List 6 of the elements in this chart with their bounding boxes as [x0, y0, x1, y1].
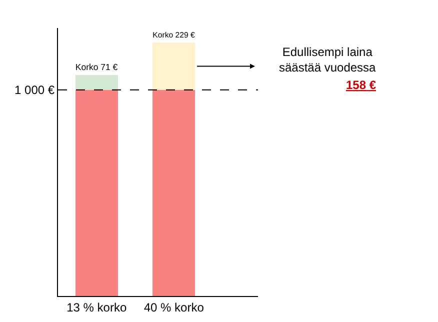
- text: 158 €: [346, 78, 376, 92]
- data-label: Korko 71 €: [75, 62, 118, 72]
- x-tick-label: 40 % korko: [144, 300, 204, 314]
- text: Edullisempi laina säästää vuodessa: [279, 45, 376, 75]
- x-tick-label: 13 % korko: [66, 300, 127, 314]
- y-tick-label: 1 000 €: [14, 83, 55, 98]
